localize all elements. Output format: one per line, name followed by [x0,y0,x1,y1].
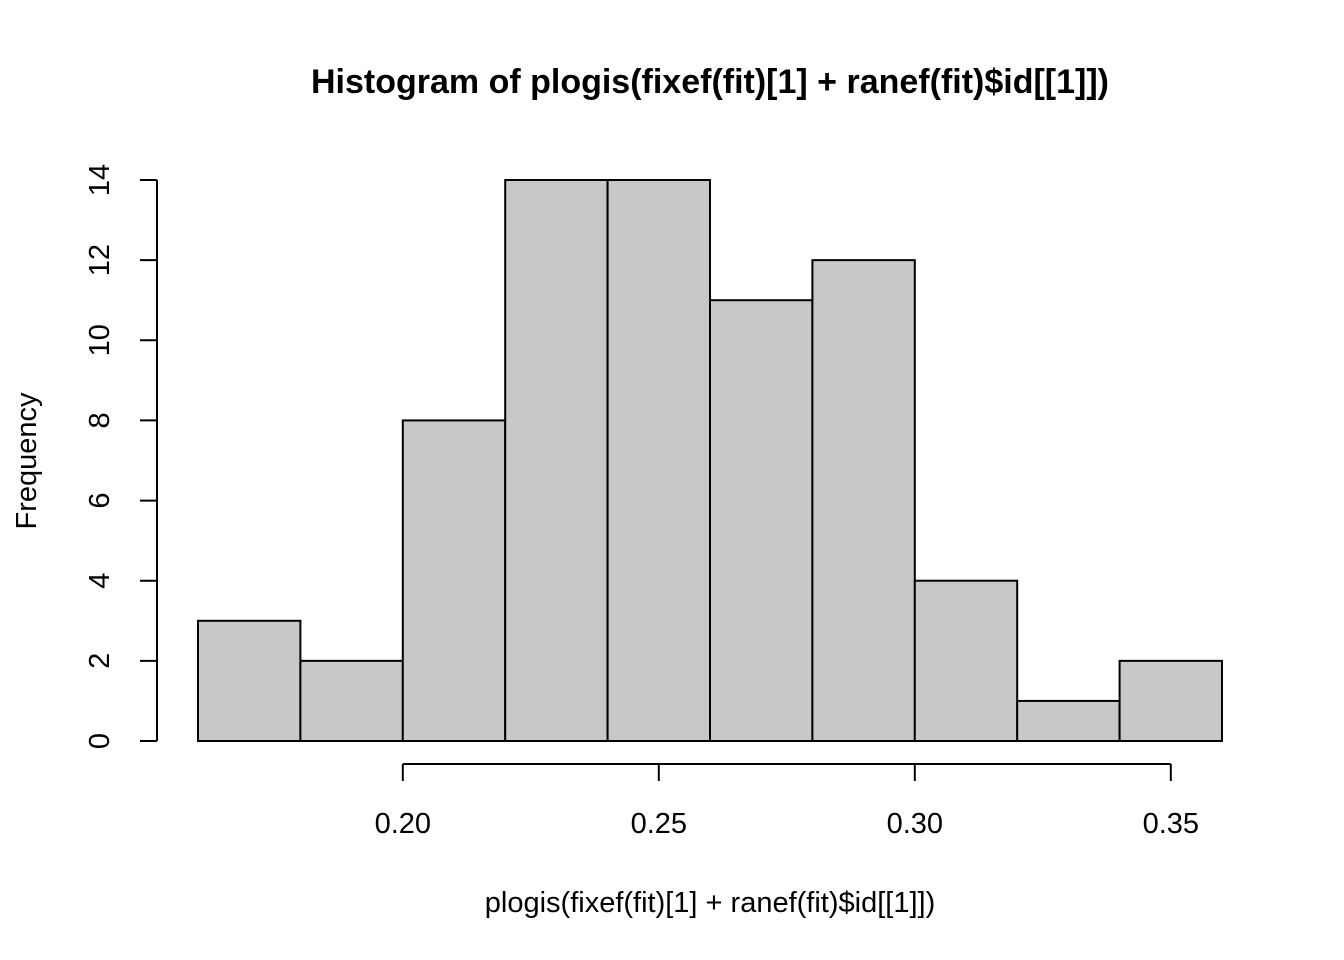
bars-group [197,179,1223,743]
histogram-bar [299,659,404,742]
x-tick-label: 0.25 [631,808,687,840]
histogram-bar [606,179,711,742]
y-tick-label: 4 [84,573,116,589]
y-axis: 0 2 4 6 8 10 12 14 [84,164,158,749]
x-tick-label: 0.30 [887,808,943,840]
y-tick-label: 14 [84,164,116,196]
histogram-bar [504,179,609,742]
chart-title: Histogram of plogis(fixef(fit)[1] + rane… [311,63,1109,101]
histogram-bar [1118,659,1223,742]
y-axis-label: Frequency [11,392,43,530]
y-tick-label: 8 [84,412,116,428]
x-tick-label: 0.35 [1143,808,1199,840]
x-tick-label: 0.20 [375,808,431,840]
y-tick-label: 0 [84,733,116,749]
y-tick-label: 12 [84,244,116,276]
x-axis: 0.20 0.25 0.30 0.35 [375,763,1199,840]
x-axis-label: plogis(fixef(fit)[1] + ranef(fit)$id[[1]… [485,887,935,919]
histogram-bar [709,299,814,742]
histogram-bar [401,419,507,742]
histogram-bar [811,259,916,742]
y-tick-label: 10 [84,324,116,356]
histogram-bar [913,579,1019,743]
histogram-bar [197,619,302,742]
y-tick-label: 2 [84,653,116,669]
y-tick-label: 6 [84,493,116,509]
histogram-bar [1016,699,1121,743]
